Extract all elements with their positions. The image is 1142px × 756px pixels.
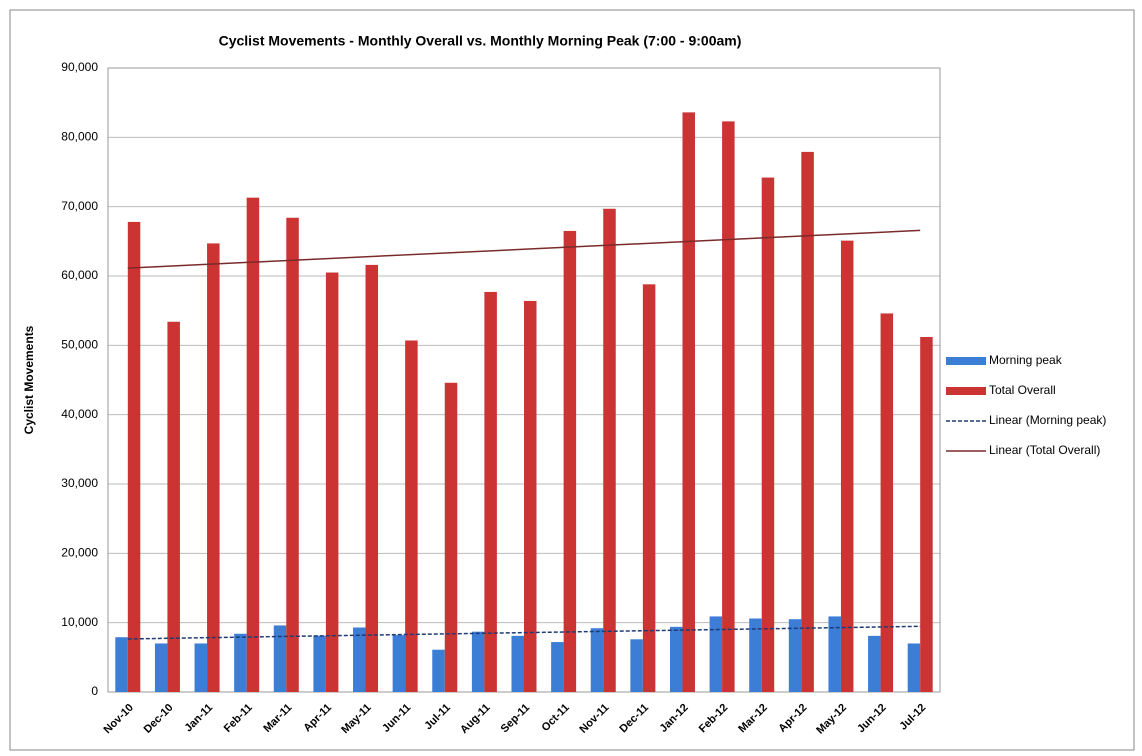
legend-swatch bbox=[946, 357, 986, 365]
bar bbox=[722, 121, 735, 693]
legend-label: Morning peak bbox=[989, 353, 1063, 367]
bar bbox=[907, 643, 921, 692]
bar bbox=[234, 633, 247, 692]
bar bbox=[682, 112, 695, 692]
y-tick-label: 60,000 bbox=[61, 268, 98, 282]
bar bbox=[471, 631, 485, 692]
legend-label: Linear (Total Overall) bbox=[989, 443, 1100, 457]
bar bbox=[840, 240, 854, 692]
bar bbox=[749, 618, 762, 692]
bar bbox=[432, 649, 445, 692]
bar bbox=[127, 221, 141, 693]
bar bbox=[590, 628, 604, 692]
bar bbox=[761, 177, 775, 693]
bar bbox=[405, 340, 418, 692]
bar bbox=[115, 637, 128, 692]
bar bbox=[511, 635, 524, 692]
legend-label: Total Overall bbox=[989, 383, 1056, 397]
bar bbox=[630, 639, 643, 692]
bar bbox=[669, 626, 683, 692]
bar bbox=[868, 635, 881, 692]
bar bbox=[392, 635, 406, 692]
bar bbox=[642, 284, 656, 692]
y-tick-label: 10,000 bbox=[61, 615, 98, 629]
chart-title: Cyclist Movements - Monthly Overall vs. … bbox=[219, 33, 742, 49]
bar bbox=[563, 230, 577, 692]
y-tick-label: 30,000 bbox=[61, 476, 98, 490]
legend-label: Linear (Morning peak) bbox=[989, 413, 1106, 427]
bar bbox=[828, 616, 841, 692]
trendline bbox=[127, 625, 921, 640]
bar bbox=[603, 208, 616, 692]
bar bbox=[920, 337, 933, 692]
bar bbox=[246, 197, 260, 693]
bar bbox=[273, 625, 287, 692]
y-tick-label: 40,000 bbox=[61, 407, 98, 421]
bar bbox=[207, 243, 220, 692]
bar bbox=[524, 300, 537, 692]
bar bbox=[880, 313, 894, 692]
bar bbox=[313, 635, 326, 692]
bar bbox=[444, 382, 458, 692]
bar bbox=[365, 264, 379, 692]
bar bbox=[801, 151, 814, 693]
y-tick-label: 0 bbox=[91, 684, 98, 698]
bar bbox=[484, 291, 497, 692]
bar bbox=[286, 217, 299, 692]
y-tick-label: 50,000 bbox=[61, 338, 98, 352]
y-tick-label: 20,000 bbox=[61, 546, 98, 560]
y-tick-label: 90,000 bbox=[61, 60, 98, 74]
bar bbox=[709, 616, 723, 692]
y-axis-title: Cyclist Movements bbox=[22, 325, 36, 434]
legend-swatch bbox=[946, 387, 986, 395]
trendline bbox=[127, 229, 921, 269]
bar bbox=[154, 643, 168, 692]
bar bbox=[194, 643, 208, 692]
bar bbox=[353, 627, 366, 692]
bar bbox=[325, 272, 339, 692]
y-tick-label: 80,000 bbox=[61, 130, 98, 144]
bar bbox=[788, 619, 802, 692]
bar bbox=[551, 642, 564, 692]
y-tick-label: 70,000 bbox=[61, 199, 98, 213]
bar bbox=[167, 321, 180, 692]
